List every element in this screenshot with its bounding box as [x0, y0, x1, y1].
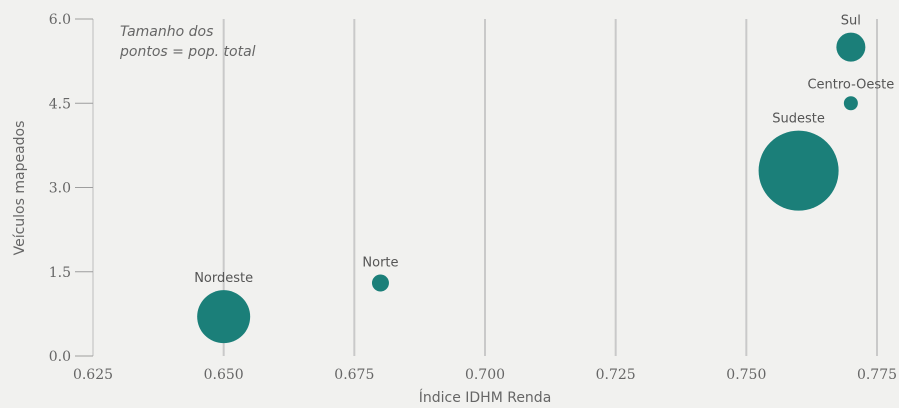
size-note-line-1: Tamanho dos — [120, 24, 213, 40]
x-tick-label: 0.775 — [857, 367, 897, 383]
x-tick-label: 0.725 — [596, 367, 636, 383]
size-note-line-2: pontos = pop. total — [119, 44, 256, 60]
x-axis-title: Índice IDHM Renda — [419, 389, 552, 406]
x-axis: 0.625 0.650 0.675 0.700 0.725 0.750 0.775 — [73, 367, 897, 383]
bubble-norte — [371, 274, 389, 292]
y-axis: 0.0 1.5 3.0 4.5 6.0 — [49, 12, 94, 365]
bubble-sudeste — [758, 130, 839, 211]
bubble-label-centro-oeste: Centro-Oeste — [807, 77, 894, 92]
bubble-label-sudeste: Sudeste — [772, 112, 825, 127]
y-axis-title: Veículos mapeados — [12, 121, 28, 256]
bubble-centro-oeste — [843, 96, 858, 111]
y-tick-label: 3.0 — [49, 181, 71, 197]
y-tick-label: 6.0 — [49, 12, 71, 28]
x-tick-label: 0.700 — [465, 367, 505, 383]
bubble-sul — [836, 32, 866, 62]
x-tick-label: 0.625 — [73, 367, 113, 383]
bubble-label-sul: Sul — [841, 14, 861, 29]
data-points — [197, 32, 866, 344]
y-tick-label: 1.5 — [49, 265, 71, 281]
y-tick-label: 4.5 — [49, 96, 71, 112]
x-tick-label: 0.675 — [334, 367, 374, 383]
y-tick-label: 0.0 — [49, 349, 71, 365]
point-labels: Nordeste Norte Sudeste Sul Centro-Oeste — [194, 14, 894, 287]
bubble-label-norte: Norte — [362, 255, 398, 270]
x-tick-label: 0.750 — [726, 367, 766, 383]
x-tick-label: 0.650 — [204, 367, 244, 383]
bubble-nordeste — [197, 290, 251, 344]
bubble-label-nordeste: Nordeste — [194, 271, 253, 286]
